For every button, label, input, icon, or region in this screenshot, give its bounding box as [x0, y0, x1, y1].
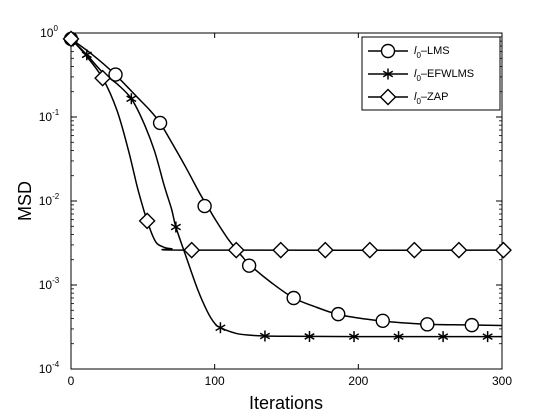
legend-label: l0–ZAP — [414, 91, 448, 106]
y-tick-exponent: -1 — [52, 108, 60, 117]
asterisk-stroke — [382, 70, 394, 78]
y-tick-base: 10 — [39, 362, 53, 376]
data-point-circle — [108, 67, 123, 82]
data-point-diamond — [138, 212, 156, 230]
data-point-diamond — [450, 241, 468, 259]
data-point-diamond — [94, 69, 112, 87]
asterisk-stroke — [170, 223, 182, 231]
y-tick-label: 10-1 — [39, 108, 60, 124]
legend-marker-diamond — [379, 88, 397, 106]
x-tick-label: 0 — [68, 374, 75, 388]
data-point-asterisk — [393, 331, 404, 343]
y-axis-title: MSD — [15, 181, 35, 221]
data-point-circle — [197, 198, 212, 214]
legend-label-sub: 0 — [416, 51, 421, 60]
legend-marker-asterisk — [382, 68, 394, 80]
legend-label-sub: 0 — [416, 97, 421, 106]
x-tick-label: 100 — [205, 374, 225, 388]
x-axis-title: Iterations — [249, 393, 323, 413]
y-tick-base: 10 — [39, 110, 53, 124]
x-tick-label: 300 — [492, 374, 512, 388]
data-point-diamond — [405, 241, 423, 259]
legend-marker-circle — [380, 43, 396, 59]
data-point-circle — [286, 290, 301, 306]
data-point-asterisk — [482, 331, 493, 343]
asterisk-stroke — [259, 332, 271, 340]
legend-label-rest: –EFWLMS — [421, 68, 474, 80]
legend-label-main: l — [414, 45, 417, 57]
data-point-circle — [375, 313, 390, 328]
legend-label-rest: –ZAP — [421, 91, 449, 103]
x-tick-label: 200 — [348, 374, 368, 388]
x-axis: 0 100 200 300 — [68, 33, 512, 388]
y-tick-base: 10 — [39, 278, 53, 292]
data-point-asterisk — [215, 322, 226, 334]
y-tick-exponent: -3 — [52, 276, 60, 285]
legend-label: l0–EFWLMS — [414, 68, 474, 83]
data-point-asterisk — [348, 331, 360, 343]
data-point-diamond — [316, 241, 334, 259]
data-point-asterisk — [259, 330, 271, 342]
y-tick-label: 10-2 — [39, 192, 60, 208]
data-point-diamond — [361, 241, 379, 259]
data-point-circle — [464, 317, 480, 333]
data-point-circle — [420, 317, 435, 332]
asterisk-stroke — [393, 333, 404, 341]
legend-label-main: l — [414, 91, 417, 103]
y-tick-base: 10 — [40, 26, 54, 40]
asterisk-stroke — [348, 333, 360, 341]
legend-label-sub: 0 — [416, 74, 421, 83]
asterisk-stroke — [126, 95, 137, 103]
series-layer — [62, 30, 512, 343]
y-tick-exponent: -2 — [52, 192, 60, 201]
y-tick-base: 10 — [39, 194, 53, 208]
asterisk-stroke — [304, 333, 315, 340]
y-tick-label: 100 — [40, 24, 58, 40]
asterisk-stroke — [437, 333, 449, 341]
series-line-asterisk — [70, 38, 502, 338]
data-point-diamond — [62, 30, 80, 48]
data-point-diamond — [183, 241, 201, 259]
data-point-circle — [152, 115, 168, 131]
data-point-diamond — [272, 241, 290, 259]
data-point-diamond — [227, 241, 245, 259]
data-point-circle — [331, 306, 346, 322]
legend-label-main: l — [414, 68, 417, 80]
y-tick-label: 10-4 — [39, 360, 60, 376]
y-tick-label: 10-3 — [39, 276, 60, 292]
data-point-asterisk — [304, 330, 315, 342]
data-point-diamond — [494, 241, 512, 259]
asterisk-stroke — [215, 324, 226, 332]
legend-label: l0–LMS — [414, 45, 450, 60]
y-tick-exponent: -4 — [52, 360, 60, 369]
data-point-circle — [241, 258, 257, 273]
data-point-asterisk — [437, 331, 449, 343]
data-point-asterisk — [170, 221, 182, 233]
legend-label-rest: –LMS — [421, 45, 450, 57]
asterisk-stroke — [482, 333, 493, 341]
y-tick-exponent: 0 — [53, 24, 58, 33]
data-point-asterisk — [126, 93, 137, 105]
